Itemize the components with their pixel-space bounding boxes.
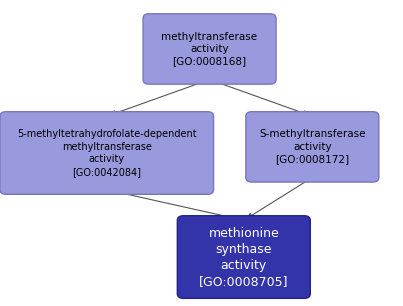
FancyBboxPatch shape bbox=[246, 112, 379, 182]
FancyBboxPatch shape bbox=[0, 112, 214, 194]
Text: 5-methyltetrahydrofolate-dependent
methyltransferase
activity
[GO:0042084]: 5-methyltetrahydrofolate-dependent methy… bbox=[17, 129, 197, 177]
Text: S-methyltransferase
activity
[GO:0008172]: S-methyltransferase activity [GO:0008172… bbox=[259, 129, 366, 164]
FancyBboxPatch shape bbox=[177, 216, 310, 298]
Text: methyltransferase
activity
[GO:0008168]: methyltransferase activity [GO:0008168] bbox=[162, 32, 258, 66]
FancyBboxPatch shape bbox=[143, 14, 276, 84]
Text: methionine
synthase
activity
[GO:0008705]: methionine synthase activity [GO:0008705… bbox=[199, 226, 289, 288]
